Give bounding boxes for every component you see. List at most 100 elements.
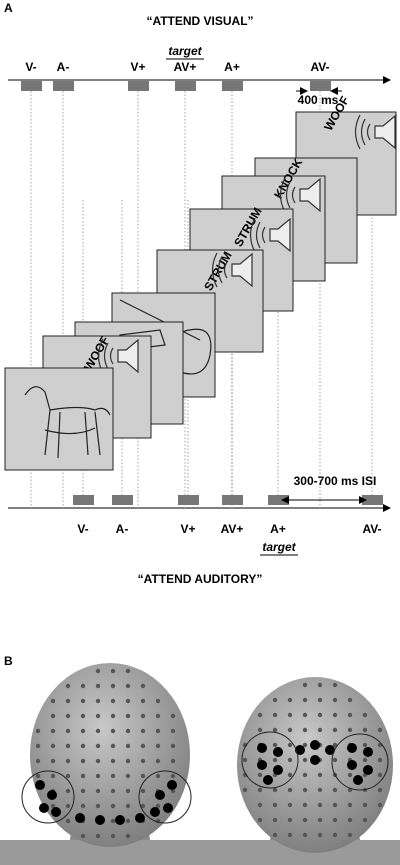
electrode — [257, 802, 263, 808]
event-box — [268, 495, 289, 505]
electrode — [80, 728, 86, 734]
electrode — [95, 788, 101, 794]
electrode — [80, 758, 86, 764]
electrode — [302, 787, 308, 793]
event-box — [128, 81, 149, 91]
event-box — [222, 495, 243, 505]
electrode — [95, 698, 101, 704]
condition-title: “ATTEND VISUAL” — [146, 14, 253, 28]
electrode — [332, 802, 338, 808]
electrode — [50, 713, 56, 719]
electrode — [110, 773, 116, 779]
electrode — [125, 668, 131, 674]
event-box — [175, 81, 196, 91]
electrode — [95, 728, 101, 734]
electrode — [65, 803, 71, 809]
electrode — [125, 743, 131, 749]
electrode — [80, 788, 86, 794]
electrode — [155, 698, 161, 704]
event-box — [53, 81, 74, 91]
electrode — [332, 682, 338, 688]
electrode — [362, 712, 368, 718]
electrode — [80, 698, 86, 704]
electrode — [65, 758, 71, 764]
electrode — [35, 773, 41, 779]
target-label: target — [262, 540, 296, 554]
electrode — [110, 803, 116, 809]
electrode — [155, 713, 161, 719]
electrode — [125, 788, 131, 794]
electrode — [317, 772, 323, 778]
electrode — [140, 788, 146, 794]
electrode — [317, 802, 323, 808]
event-label: AV+ — [174, 60, 197, 74]
electrode — [80, 743, 86, 749]
electrode — [125, 818, 131, 824]
electrode — [110, 788, 116, 794]
active-electrode — [363, 765, 373, 775]
active-electrode — [167, 780, 177, 790]
active-electrode — [310, 740, 320, 750]
electrode — [170, 773, 176, 779]
electrode — [257, 787, 263, 793]
electrode — [80, 803, 86, 809]
event-label: A+ — [224, 60, 240, 74]
isi-label: 300-700 ms ISI — [294, 474, 377, 488]
active-electrode — [35, 780, 45, 790]
electrode — [125, 833, 131, 839]
electrode — [95, 758, 101, 764]
active-electrode — [310, 755, 320, 765]
duration-label: 400 ms — [298, 93, 339, 107]
electrode — [125, 728, 131, 734]
electrode — [347, 832, 353, 838]
event-box — [21, 81, 42, 91]
head-back — [30, 663, 190, 847]
electrode — [362, 742, 368, 748]
electrode — [35, 758, 41, 764]
electrode — [125, 683, 131, 689]
electrode — [347, 772, 353, 778]
active-electrode — [51, 807, 61, 817]
active-electrode — [135, 813, 145, 823]
electrode — [110, 833, 116, 839]
electrode — [302, 772, 308, 778]
electrode — [125, 803, 131, 809]
event-box — [310, 81, 331, 91]
electrode — [80, 773, 86, 779]
electrode — [287, 817, 293, 823]
event-label: AV+ — [221, 522, 244, 536]
electrode — [80, 713, 86, 719]
electrode — [170, 743, 176, 749]
electrode — [317, 832, 323, 838]
electrode — [317, 727, 323, 733]
electrode — [140, 743, 146, 749]
electrode — [95, 713, 101, 719]
electrode — [110, 683, 116, 689]
electrode — [50, 803, 56, 809]
electrode — [80, 683, 86, 689]
electrode — [272, 757, 278, 763]
electrode — [302, 697, 308, 703]
region-circle — [331, 733, 389, 791]
electrode — [35, 728, 41, 734]
electrode — [332, 832, 338, 838]
electrode — [332, 697, 338, 703]
electrode — [332, 757, 338, 763]
active-electrode — [75, 813, 85, 823]
electrode — [287, 727, 293, 733]
electrode — [140, 758, 146, 764]
event-label: A+ — [270, 522, 286, 536]
active-electrode — [115, 815, 125, 825]
electrode — [377, 727, 383, 733]
active-electrode — [325, 745, 335, 755]
electrode — [272, 817, 278, 823]
electrode — [317, 682, 323, 688]
panel-label: B — [4, 654, 13, 668]
electrode — [347, 817, 353, 823]
event-label: AV- — [310, 60, 329, 74]
electrode — [302, 727, 308, 733]
electrode — [287, 712, 293, 718]
electrode — [272, 787, 278, 793]
electrode — [287, 832, 293, 838]
electrode — [140, 773, 146, 779]
